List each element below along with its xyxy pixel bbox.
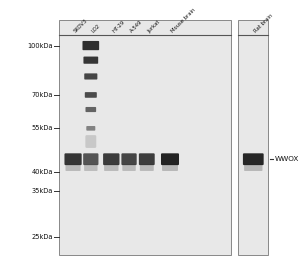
FancyBboxPatch shape	[244, 164, 262, 171]
Text: SKOV3: SKOV3	[73, 18, 89, 34]
Text: 35kDa: 35kDa	[32, 188, 53, 194]
FancyBboxPatch shape	[139, 153, 155, 165]
FancyBboxPatch shape	[103, 153, 119, 165]
FancyBboxPatch shape	[122, 153, 137, 165]
FancyBboxPatch shape	[82, 41, 99, 50]
FancyBboxPatch shape	[85, 92, 97, 98]
FancyBboxPatch shape	[83, 57, 98, 64]
FancyBboxPatch shape	[65, 164, 81, 171]
Text: 70kDa: 70kDa	[32, 92, 53, 98]
FancyBboxPatch shape	[85, 135, 96, 148]
Bar	[238, 20, 268, 255]
FancyBboxPatch shape	[122, 164, 136, 171]
Text: HT-29: HT-29	[111, 19, 126, 34]
FancyBboxPatch shape	[85, 107, 96, 112]
FancyBboxPatch shape	[161, 153, 179, 165]
Text: Mouse brain: Mouse brain	[170, 7, 197, 34]
FancyBboxPatch shape	[140, 164, 154, 171]
FancyBboxPatch shape	[84, 73, 98, 80]
Text: 25kDa: 25kDa	[32, 234, 53, 240]
Bar	[59, 20, 231, 255]
FancyBboxPatch shape	[84, 164, 98, 171]
Text: A-549: A-549	[129, 19, 143, 34]
FancyBboxPatch shape	[86, 126, 95, 131]
Text: WWOX: WWOX	[275, 156, 299, 162]
FancyBboxPatch shape	[243, 153, 264, 165]
Text: LO2: LO2	[91, 23, 101, 34]
Text: 55kDa: 55kDa	[32, 125, 53, 131]
Text: 100kDa: 100kDa	[28, 43, 53, 49]
FancyBboxPatch shape	[64, 153, 82, 165]
Text: 40kDa: 40kDa	[32, 169, 53, 175]
FancyBboxPatch shape	[83, 153, 98, 165]
FancyBboxPatch shape	[162, 164, 178, 171]
Text: Rat brain: Rat brain	[253, 13, 274, 34]
FancyBboxPatch shape	[104, 164, 118, 171]
Text: Jurkat: Jurkat	[147, 19, 161, 34]
